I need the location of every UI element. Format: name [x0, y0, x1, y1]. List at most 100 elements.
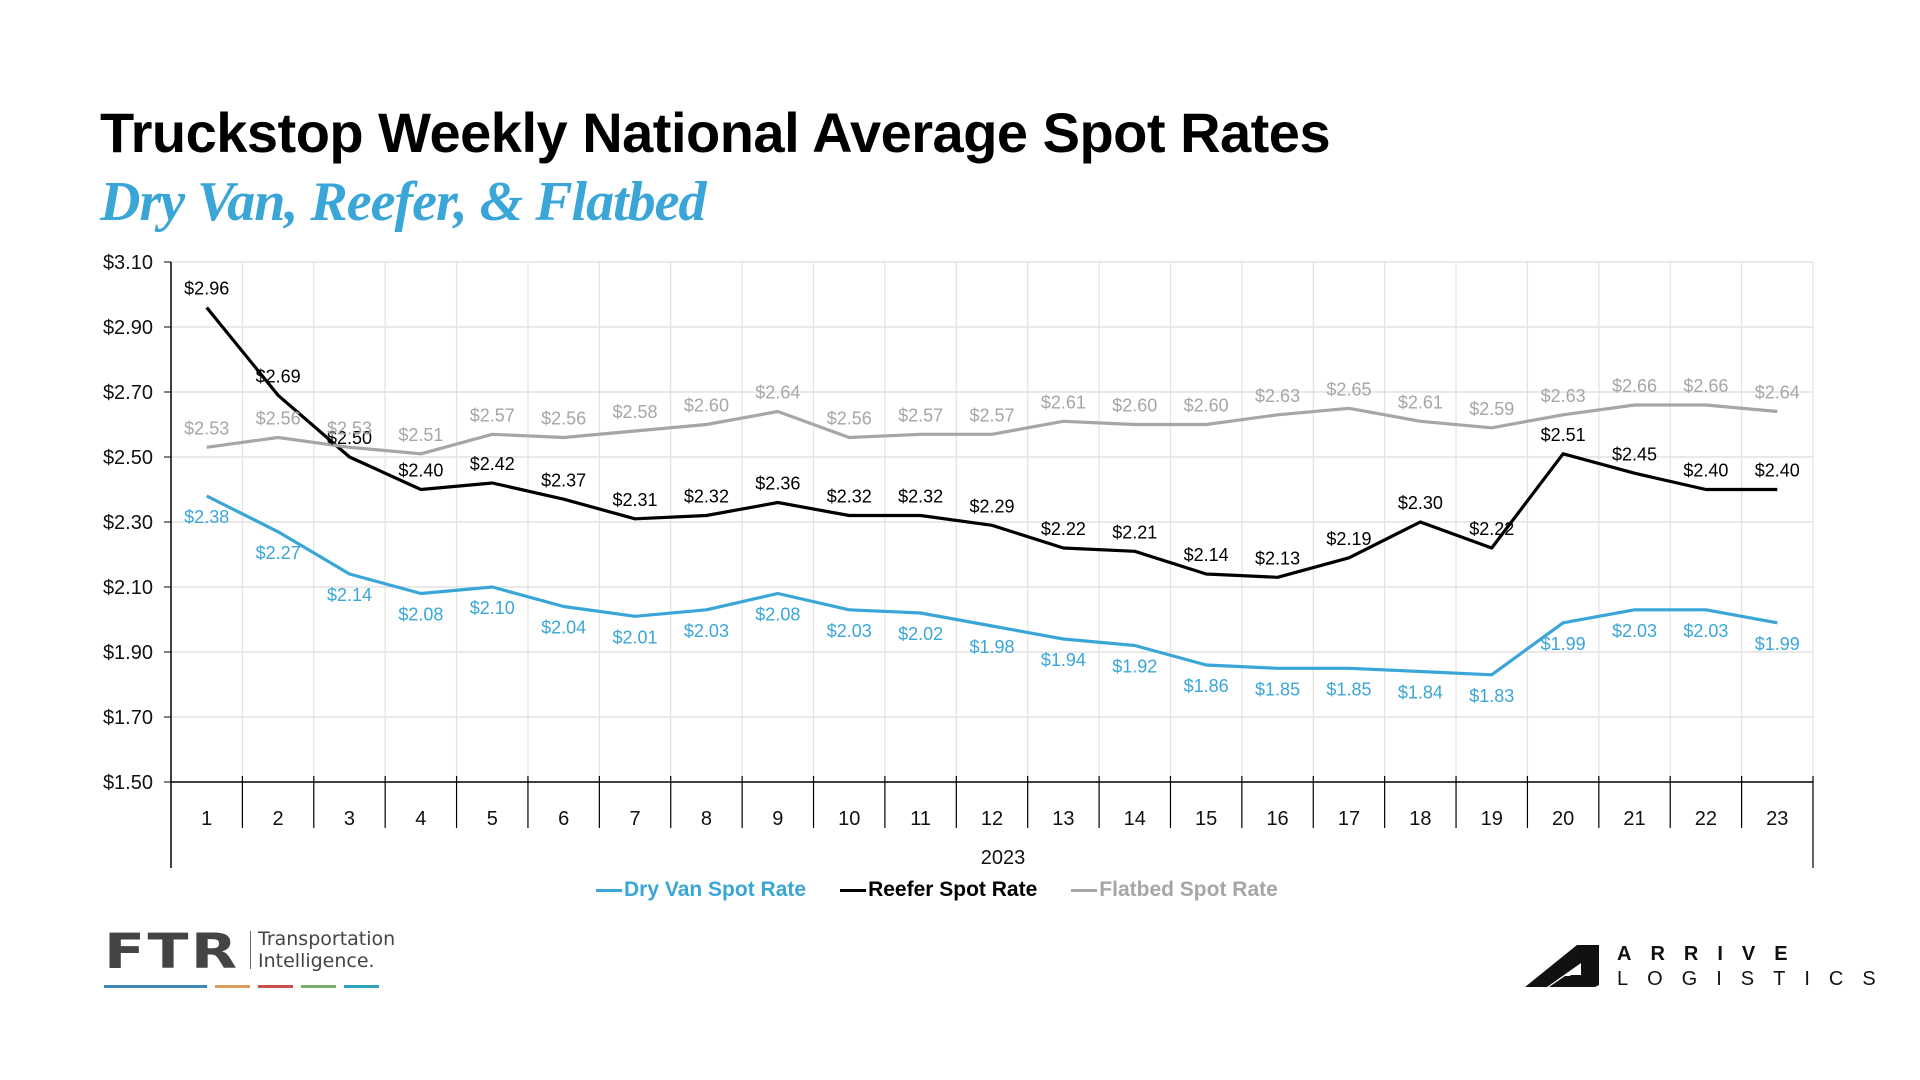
- data-label-reefer-spot-rate: $2.32: [827, 487, 872, 507]
- x-tick-label: 17: [1338, 808, 1360, 830]
- data-label-dry-van-spot-rate: $2.38: [184, 507, 229, 527]
- data-label-dry-van-spot-rate: $2.04: [541, 618, 586, 638]
- data-label-dry-van-spot-rate: $1.85: [1255, 679, 1300, 699]
- legend-item-flatbed[interactable]: Flatbed Spot Rate: [1071, 878, 1278, 902]
- data-label-flatbed-spot-rate: $2.59: [1469, 399, 1514, 419]
- x-tick-label: 7: [629, 808, 640, 830]
- y-tick-label: $2.70: [103, 382, 153, 404]
- data-label-reefer-spot-rate: $2.36: [755, 474, 800, 494]
- data-label-reefer-spot-rate: $2.32: [898, 487, 943, 507]
- y-tick-label: $2.50: [103, 447, 153, 469]
- ftr-logo-mark: FTR: [104, 924, 240, 980]
- x-tick-label: 16: [1266, 808, 1288, 830]
- data-label-dry-van-spot-rate: $2.03: [827, 621, 872, 641]
- legend-label-dry-van: Dry Van Spot Rate: [624, 878, 807, 901]
- data-label-reefer-spot-rate: $2.37: [541, 470, 586, 490]
- data-label-reefer-spot-rate: $2.40: [1755, 461, 1800, 481]
- data-label-dry-van-spot-rate: $2.03: [1683, 621, 1728, 641]
- data-label-reefer-spot-rate: $2.40: [398, 461, 443, 481]
- x-tick-label: 2: [273, 808, 284, 830]
- data-label-dry-van-spot-rate: $2.27: [256, 543, 301, 563]
- data-label-dry-van-spot-rate: $1.84: [1398, 683, 1443, 703]
- x-axis-label: 2023: [981, 847, 1026, 869]
- x-tick-label: 18: [1409, 808, 1431, 830]
- arrive-logo-line2: LOGISTICS: [1617, 968, 1895, 990]
- x-tick-label: 5: [487, 808, 498, 830]
- data-label-flatbed-spot-rate: $2.56: [541, 409, 586, 429]
- y-tick-label: $1.50: [103, 772, 153, 794]
- data-label-flatbed-spot-rate: $2.65: [1326, 379, 1371, 399]
- ftr-logo-tagline: Transportation Intelligence.: [258, 928, 395, 972]
- arrive-logo-line1: ARRIVE: [1617, 943, 1807, 965]
- data-label-flatbed-spot-rate: $2.57: [470, 405, 515, 425]
- legend-swatch-flatbed: [1071, 888, 1098, 892]
- legend-label-flatbed: Flatbed Spot Rate: [1099, 878, 1278, 901]
- y-tick-label: $2.30: [103, 512, 153, 534]
- chart-legend: Dry Van Spot Rate Reefer Spot Rate Flatb…: [596, 878, 1278, 902]
- data-label-dry-van-spot-rate: $2.03: [684, 621, 729, 641]
- x-tick-label: 15: [1195, 808, 1217, 830]
- x-tick-label: 19: [1481, 808, 1503, 830]
- x-tick-label: 14: [1124, 808, 1146, 830]
- series-lines: [205, 306, 1778, 677]
- y-tick-label: $1.70: [103, 707, 153, 729]
- ftr-tagline-line2: Intelligence.: [258, 950, 375, 972]
- data-labels: $2.38 $2.27 $2.14 $2.08 $2.10 $2.04 $2.01 $2.03…: [184, 279, 1800, 706]
- chart-subtitle: Dry Van, Reefer, & Flatbed: [100, 171, 707, 233]
- ftr-bar: [258, 985, 293, 988]
- data-label-reefer-spot-rate: $2.40: [1683, 461, 1728, 481]
- data-label-flatbed-spot-rate: $2.63: [1255, 386, 1300, 406]
- data-label-reefer-spot-rate: $2.42: [470, 454, 515, 474]
- legend-swatch-reefer: [840, 888, 867, 892]
- data-label-reefer-spot-rate: $2.30: [1398, 493, 1443, 513]
- data-label-dry-van-spot-rate: $1.98: [969, 637, 1014, 657]
- arrive-logistics-logo: ARRIVE LOGISTICS: [1525, 943, 1876, 992]
- data-label-reefer-spot-rate: $2.45: [1612, 444, 1657, 464]
- x-tick-label: 11: [910, 808, 931, 830]
- data-label-flatbed-spot-rate: $2.64: [755, 383, 800, 403]
- data-label-flatbed-spot-rate: $2.61: [1041, 392, 1086, 412]
- legend-item-dry-van[interactable]: Dry Van Spot Rate: [596, 878, 806, 902]
- data-label-flatbed-spot-rate: $2.66: [1612, 376, 1657, 396]
- x-axis-ticks: 1 2 3 4 5 6 7 8 9 10 11 12 13 14 15 16 17 18 19 20 21 22 23: [201, 776, 1788, 830]
- data-label-dry-van-spot-rate: $1.99: [1541, 634, 1586, 654]
- data-label-flatbed-spot-rate: $2.61: [1398, 392, 1443, 412]
- data-label-flatbed-spot-rate: $2.60: [1112, 396, 1157, 416]
- data-label-reefer-spot-rate: $2.69: [256, 366, 301, 386]
- y-tick-label: $2.10: [103, 577, 153, 599]
- series-line-flatbed-spot-rate: [206, 403, 1778, 456]
- x-tick-label: 23: [1766, 808, 1788, 830]
- data-label-dry-van-spot-rate: $2.02: [898, 624, 943, 644]
- ftr-bar: [344, 985, 379, 988]
- legend-label-reefer: Reefer Spot Rate: [868, 878, 1038, 901]
- data-label-reefer-spot-rate: $2.22: [1041, 519, 1086, 539]
- data-label-dry-van-spot-rate: $1.99: [1755, 634, 1800, 654]
- data-label-reefer-spot-rate: $2.13: [1255, 548, 1300, 568]
- axes: [170, 262, 1814, 868]
- y-axis-ticks: $1.50 $1.70 $1.90 $2.10 $2.30 $2.50 $2.70 $2.90…: [103, 252, 171, 794]
- data-label-flatbed-spot-rate: $2.60: [684, 396, 729, 416]
- data-label-reefer-spot-rate: $2.22: [1469, 519, 1514, 539]
- data-label-reefer-spot-rate: $2.96: [184, 279, 229, 299]
- series-line-reefer-spot-rate: [205, 306, 1778, 579]
- data-label-dry-van-spot-rate: $2.01: [613, 627, 658, 647]
- data-label-flatbed-spot-rate: $2.60: [1184, 396, 1229, 416]
- data-label-reefer-spot-rate: $2.19: [1326, 529, 1371, 549]
- data-label-reefer-spot-rate: $2.14: [1184, 545, 1229, 565]
- data-label-flatbed-spot-rate: $2.58: [613, 402, 658, 422]
- x-tick-label: 10: [838, 808, 860, 830]
- x-tick-label: 1: [201, 808, 212, 830]
- legend-item-reefer[interactable]: Reefer Spot Rate: [840, 878, 1037, 902]
- y-tick-label: $1.90: [103, 642, 153, 664]
- x-tick-label: 6: [558, 808, 569, 830]
- chart-title: Truckstop Weekly National Average Spot R…: [100, 101, 1331, 164]
- data-label-dry-van-spot-rate: $1.94: [1041, 650, 1086, 670]
- data-label-dry-van-spot-rate: $2.08: [398, 605, 443, 625]
- data-label-flatbed-spot-rate: $2.56: [827, 409, 872, 429]
- x-tick-label: 4: [415, 808, 426, 830]
- data-label-flatbed-spot-rate: $2.51: [398, 425, 443, 445]
- data-label-dry-van-spot-rate: $2.03: [1612, 621, 1657, 641]
- ftr-bar: [301, 985, 336, 988]
- data-label-flatbed-spot-rate: $2.56: [256, 409, 301, 429]
- x-tick-label: 13: [1052, 808, 1074, 830]
